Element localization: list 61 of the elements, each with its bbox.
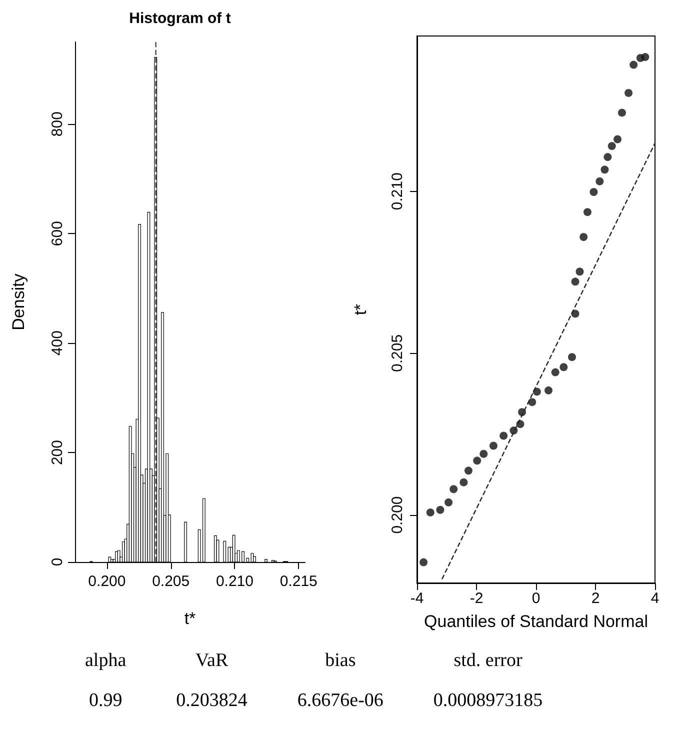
- point: [544, 386, 552, 394]
- x-tick-label: 0.210: [216, 573, 254, 590]
- y-tick-label: 0.210: [389, 172, 406, 210]
- text: bias: [324, 649, 357, 673]
- point: [444, 498, 453, 506]
- y-tick-label: 800: [49, 112, 66, 137]
- point: [600, 166, 609, 174]
- point: [568, 353, 576, 362]
- y-tick-label: 0.205: [389, 334, 406, 372]
- x-tick-label: -4: [410, 590, 424, 607]
- point: [583, 208, 592, 216]
- point: [464, 466, 472, 475]
- x-tick-label: 0.205: [152, 573, 190, 590]
- point: [641, 53, 650, 62]
- text: VaR: [194, 649, 230, 673]
- text: 6.6676e-06: [296, 689, 384, 713]
- y-axis-title: t*: [351, 303, 370, 316]
- point: [426, 508, 434, 516]
- point: [480, 450, 488, 458]
- x-tick-label: 4: [650, 590, 660, 607]
- point: [500, 432, 508, 440]
- point: [489, 442, 498, 450]
- point: [473, 456, 482, 465]
- point: [624, 88, 633, 97]
- point: [551, 368, 560, 376]
- x-tick-label: -2: [470, 590, 484, 607]
- point: [560, 363, 568, 372]
- x-tick-label: 2: [591, 590, 600, 607]
- point: [614, 135, 622, 144]
- y-tick-label: 600: [49, 221, 66, 246]
- point: [604, 153, 612, 162]
- x-axis-title: t*: [184, 609, 196, 628]
- point: [576, 268, 584, 276]
- point: [532, 388, 541, 396]
- y-tick-label: 400: [49, 330, 66, 356]
- text: 0.99: [88, 689, 124, 713]
- text: std. error: [452, 649, 524, 673]
- x-tick-label: 0.215: [280, 573, 318, 590]
- chart-title: Histogram of t: [129, 10, 231, 27]
- point: [596, 177, 604, 186]
- point: [420, 558, 428, 566]
- point: [608, 142, 616, 150]
- y-axis-title: Density: [9, 273, 28, 330]
- point: [528, 398, 536, 406]
- point: [590, 188, 598, 196]
- x-axis-title: Quantiles of Standard Normal: [424, 612, 648, 631]
- text: 0.0008973185: [432, 689, 544, 713]
- point: [436, 506, 444, 514]
- text: alpha: [84, 649, 128, 673]
- x-tick-label: 0: [532, 590, 540, 607]
- y-tick-label: 0.200: [389, 496, 406, 534]
- text: 0.203824: [175, 689, 248, 713]
- y-tick-label: 0: [49, 558, 66, 566]
- point: [580, 233, 588, 241]
- x-tick-label: 0.200: [88, 573, 126, 590]
- point: [460, 478, 468, 486]
- point: [450, 485, 458, 494]
- point: [571, 278, 580, 286]
- point: [618, 108, 626, 117]
- y-tick-label: 200: [49, 440, 66, 466]
- point: [630, 60, 638, 69]
